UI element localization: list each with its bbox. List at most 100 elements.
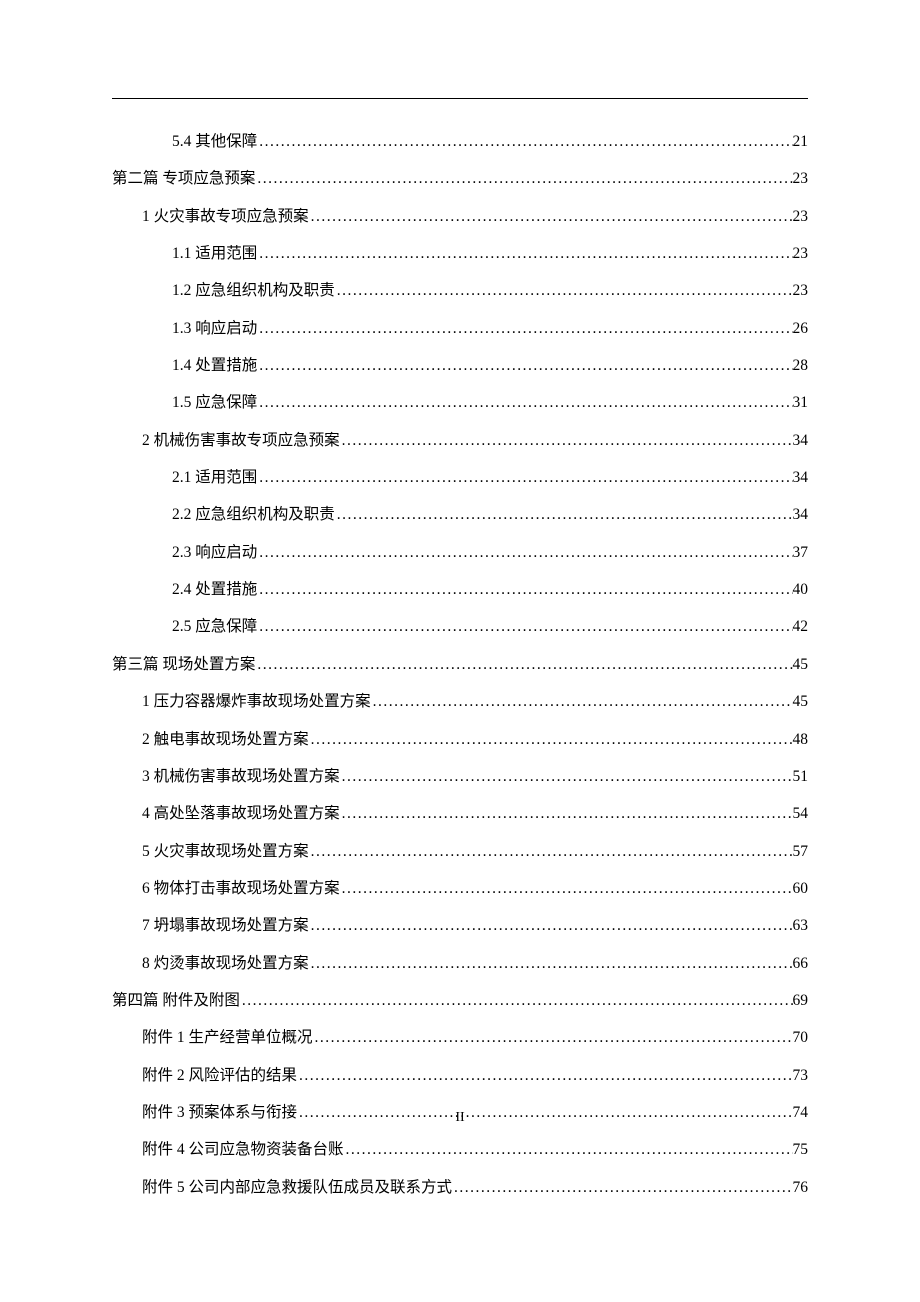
toc-dots bbox=[340, 758, 793, 795]
toc-entry-page: 34 bbox=[793, 459, 809, 496]
toc-entry: 附件 4 公司应急物资装备台账75 bbox=[112, 1131, 808, 1168]
toc-dots bbox=[309, 833, 793, 870]
toc-entry-label: 5.4 其他保障 bbox=[172, 123, 257, 160]
toc-entry-page: 60 bbox=[793, 870, 809, 907]
toc-entry: 5 火灾事故现场处置方案57 bbox=[112, 833, 808, 870]
table-of-contents: 5.4 其他保障21第二篇 专项应急预案231 火灾事故专项应急预案231.1 … bbox=[112, 123, 808, 1206]
page-container: 5.4 其他保障21第二篇 专项应急预案231 火灾事故专项应急预案231.1 … bbox=[0, 0, 920, 1206]
toc-entry-page: 23 bbox=[793, 160, 809, 197]
toc-entry: 2 机械伤害事故专项应急预案 34 bbox=[112, 422, 808, 459]
toc-entry-label: 5 火灾事故现场处置方案 bbox=[142, 833, 309, 870]
toc-entry-label: 1.4 处置措施 bbox=[172, 347, 257, 384]
toc-dots bbox=[257, 608, 792, 645]
toc-entry-page: 73 bbox=[793, 1057, 809, 1094]
toc-entry: 1.1 适用范围 23 bbox=[112, 235, 808, 272]
toc-entry-page: 23 bbox=[793, 198, 809, 235]
toc-entry-page: 23 bbox=[793, 272, 809, 309]
toc-dots bbox=[257, 534, 792, 571]
toc-entry: 第四篇 附件及附图 69 bbox=[112, 982, 808, 1019]
toc-entry-page: 40 bbox=[793, 571, 809, 608]
toc-entry: 2.2 应急组织机构及职责34 bbox=[112, 496, 808, 533]
toc-dots bbox=[257, 310, 792, 347]
toc-entry-page: 26 bbox=[793, 310, 809, 347]
toc-entry-label: 第四篇 附件及附图 bbox=[112, 982, 240, 1019]
toc-entry-label: 1.3 响应启动 bbox=[172, 310, 257, 347]
toc-entry-page: 45 bbox=[793, 646, 809, 683]
toc-entry: 2 触电事故现场处置方案48 bbox=[112, 721, 808, 758]
toc-entry: 2.3 响应启动 37 bbox=[112, 534, 808, 571]
toc-entry-page: 34 bbox=[793, 422, 809, 459]
toc-entry-label: 2.4 处置措施 bbox=[172, 571, 257, 608]
toc-entry-label: 2.2 应急组织机构及职责 bbox=[172, 496, 335, 533]
toc-entry: 附件 2 风险评估的结果 73 bbox=[112, 1057, 808, 1094]
toc-entry-label: 1 压力容器爆炸事故现场处置方案 bbox=[142, 683, 371, 720]
toc-dots bbox=[257, 347, 792, 384]
toc-dots bbox=[309, 945, 793, 982]
toc-entry-label: 第三篇 现场处置方案 bbox=[112, 646, 255, 683]
toc-entry-page: 37 bbox=[793, 534, 809, 571]
toc-entry-label: 2 机械伤害事故专项应急预案 bbox=[142, 422, 340, 459]
toc-dots bbox=[340, 422, 793, 459]
toc-dots bbox=[309, 721, 793, 758]
page-number: II bbox=[0, 1110, 920, 1126]
toc-entry-page: 76 bbox=[793, 1169, 809, 1206]
toc-entry: 5.4 其他保障 21 bbox=[112, 123, 808, 160]
toc-entry-label: 附件 1 生产经营单位概况 bbox=[142, 1019, 313, 1056]
toc-dots bbox=[313, 1019, 793, 1056]
toc-entry: 7 坍塌事故现场处置方案 63 bbox=[112, 907, 808, 944]
toc-entry-page: 54 bbox=[793, 795, 809, 832]
toc-entry: 第二篇 专项应急预案 23 bbox=[112, 160, 808, 197]
toc-entry: 1.4 处置措施 28 bbox=[112, 347, 808, 384]
toc-entry-label: 附件 5 公司内部应急救援队伍成员及联系方式 bbox=[142, 1169, 452, 1206]
toc-entry-page: 70 bbox=[793, 1019, 809, 1056]
toc-entry-page: 21 bbox=[793, 123, 809, 160]
toc-entry-label: 第二篇 专项应急预案 bbox=[112, 160, 255, 197]
toc-entry-page: 28 bbox=[793, 347, 809, 384]
toc-entry: 附件 1 生产经营单位概况 70 bbox=[112, 1019, 808, 1056]
toc-entry-page: 63 bbox=[793, 907, 809, 944]
toc-entry: 1.5 应急保障 31 bbox=[112, 384, 808, 421]
toc-entry-label: 附件 2 风险评估的结果 bbox=[142, 1057, 297, 1094]
toc-dots bbox=[297, 1057, 792, 1094]
toc-entry-label: 1.1 适用范围 bbox=[172, 235, 257, 272]
toc-entry-label: 2.1 适用范围 bbox=[172, 459, 257, 496]
toc-entry: 1.2 应急组织机构及职责 23 bbox=[112, 272, 808, 309]
toc-dots bbox=[340, 795, 793, 832]
toc-dots bbox=[255, 646, 792, 683]
toc-entry-page: 42 bbox=[793, 608, 809, 645]
toc-dots bbox=[335, 496, 793, 533]
toc-entry-page: 31 bbox=[793, 384, 809, 421]
toc-dots bbox=[257, 123, 792, 160]
toc-entry: 6 物体打击事故现场处置方案 60 bbox=[112, 870, 808, 907]
toc-dots bbox=[344, 1131, 793, 1168]
toc-entry-page: 23 bbox=[793, 235, 809, 272]
toc-entry-label: 7 坍塌事故现场处置方案 bbox=[142, 907, 309, 944]
toc-entry-page: 51 bbox=[793, 758, 809, 795]
toc-entry: 1.3 响应启动 26 bbox=[112, 310, 808, 347]
toc-entry-label: 1.5 应急保障 bbox=[172, 384, 257, 421]
toc-dots bbox=[335, 272, 793, 309]
toc-dots bbox=[340, 870, 793, 907]
toc-entry: 8 灼烫事故现场处置方案66 bbox=[112, 945, 808, 982]
toc-dots bbox=[240, 982, 793, 1019]
toc-dots bbox=[257, 235, 792, 272]
toc-entry-page: 75 bbox=[793, 1131, 809, 1168]
toc-dots bbox=[309, 198, 793, 235]
toc-entry: 第三篇 现场处置方案 45 bbox=[112, 646, 808, 683]
toc-entry: 2.4 处置措施 40 bbox=[112, 571, 808, 608]
toc-dots bbox=[452, 1169, 792, 1206]
header-divider bbox=[112, 98, 808, 99]
toc-entry-label: 2.3 响应启动 bbox=[172, 534, 257, 571]
toc-entry-label: 1 火灾事故专项应急预案 bbox=[142, 198, 309, 235]
toc-entry-label: 8 灼烫事故现场处置方案 bbox=[142, 945, 309, 982]
toc-entry-page: 69 bbox=[793, 982, 809, 1019]
toc-entry-label: 2.5 应急保障 bbox=[172, 608, 257, 645]
toc-entry-label: 2 触电事故现场处置方案 bbox=[142, 721, 309, 758]
toc-entry-page: 45 bbox=[793, 683, 809, 720]
toc-entry: 附件 5 公司内部应急救援队伍成员及联系方式 76 bbox=[112, 1169, 808, 1206]
toc-entry-label: 1.2 应急组织机构及职责 bbox=[172, 272, 335, 309]
toc-entry-label: 3 机械伤害事故现场处置方案 bbox=[142, 758, 340, 795]
toc-dots bbox=[257, 384, 792, 421]
toc-dots bbox=[309, 907, 793, 944]
toc-entry-label: 6 物体打击事故现场处置方案 bbox=[142, 870, 340, 907]
